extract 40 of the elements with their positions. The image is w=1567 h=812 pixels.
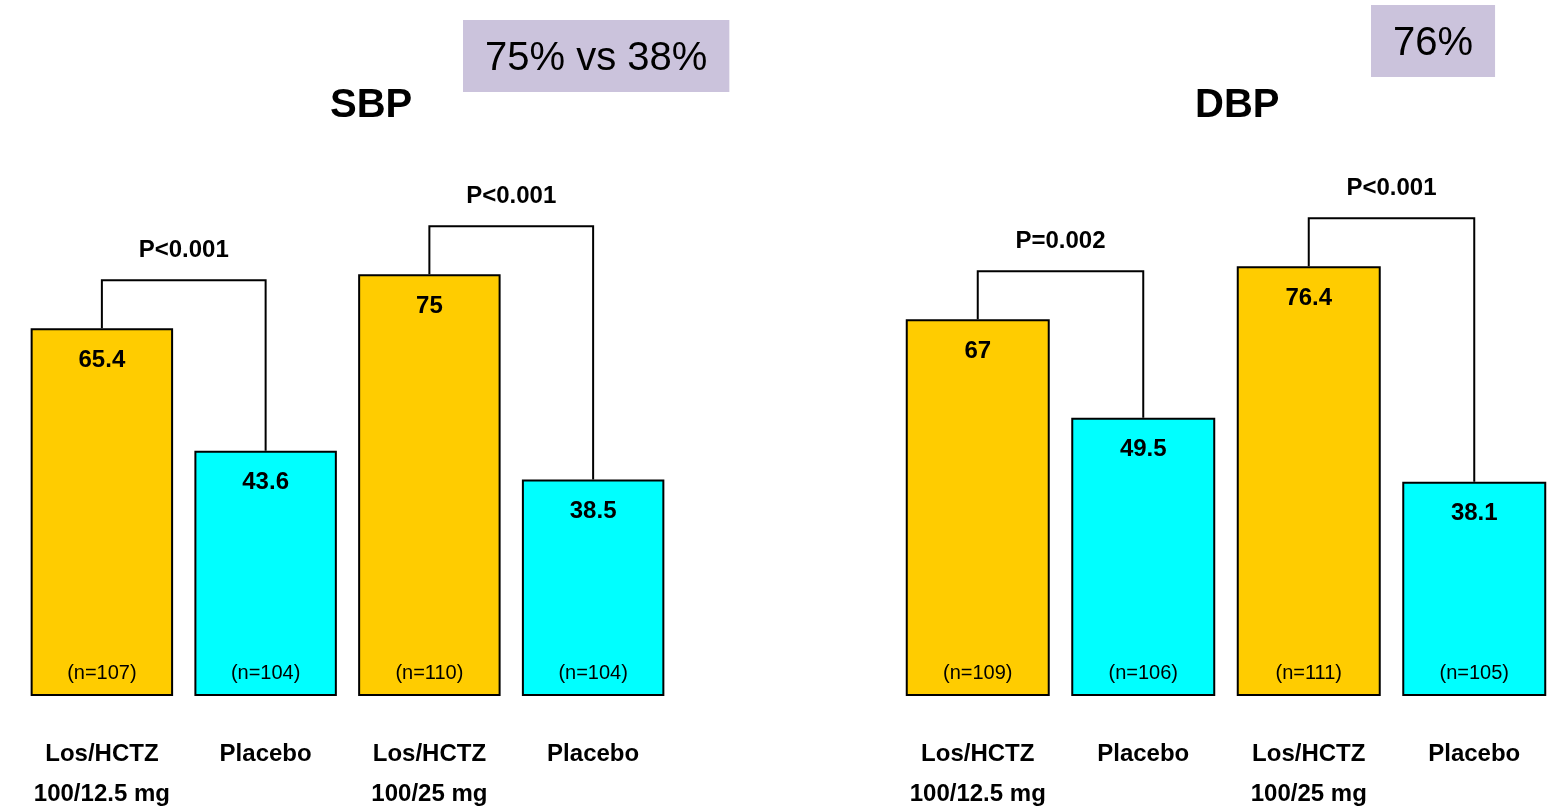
data-label: 38.5 bbox=[569, 496, 617, 523]
annotation: (n=107) bbox=[67, 661, 137, 683]
x-tick-label: Placebo bbox=[1428, 738, 1521, 766]
data-label: 65.4 bbox=[78, 344, 126, 372]
bar bbox=[358, 274, 501, 696]
x-tick-label: Placebo bbox=[219, 738, 312, 766]
x-tick-label: Placebo bbox=[1097, 738, 1190, 766]
bar bbox=[521, 479, 665, 696]
x-tick-label: Placebo bbox=[547, 738, 640, 766]
annotation: (n=106) bbox=[1108, 661, 1178, 683]
annotation: (n=104) bbox=[230, 661, 301, 683]
bar bbox=[30, 328, 174, 696]
chart-title: DBP bbox=[1195, 81, 1280, 125]
annotation: (n=105) bbox=[1439, 661, 1509, 683]
data-label: 67 bbox=[964, 335, 992, 363]
annotation: (n=104) bbox=[558, 661, 628, 683]
annotation: (n=111) bbox=[1275, 661, 1343, 683]
chart-subtitle: 75% vs 38% bbox=[485, 34, 708, 78]
data-label: 38.1 bbox=[1450, 498, 1498, 526]
text: P=0.002 bbox=[1015, 225, 1106, 253]
data-label: 76.4 bbox=[1285, 282, 1333, 310]
data-label: 43.6 bbox=[242, 467, 289, 495]
bar bbox=[1071, 417, 1216, 696]
text: P<0.001 bbox=[466, 180, 557, 208]
x-tick-label: Los/HCTZ 100/12.5 mg bbox=[33, 738, 170, 806]
x-tick-label: Los/HCTZ 100/25 mg bbox=[371, 738, 488, 806]
bar bbox=[905, 319, 1050, 696]
text: P<0.001 bbox=[1346, 172, 1437, 200]
x-tick-label: Los/HCTZ 100/25 mg bbox=[1250, 738, 1367, 806]
annotation: (n=109) bbox=[943, 661, 1013, 683]
bar bbox=[1236, 266, 1381, 696]
bar bbox=[194, 450, 337, 696]
annotation: (n=110) bbox=[395, 661, 464, 683]
x-tick-label: Los/HCTZ 100/12.5 mg bbox=[909, 738, 1046, 806]
data-label: 75 bbox=[416, 290, 443, 318]
data-label: 49.5 bbox=[1119, 434, 1167, 462]
text: P<0.001 bbox=[138, 234, 229, 262]
chart-title: SBP bbox=[330, 81, 413, 125]
bar bbox=[1402, 481, 1547, 696]
chart-subtitle: 76% bbox=[1393, 19, 1474, 63]
